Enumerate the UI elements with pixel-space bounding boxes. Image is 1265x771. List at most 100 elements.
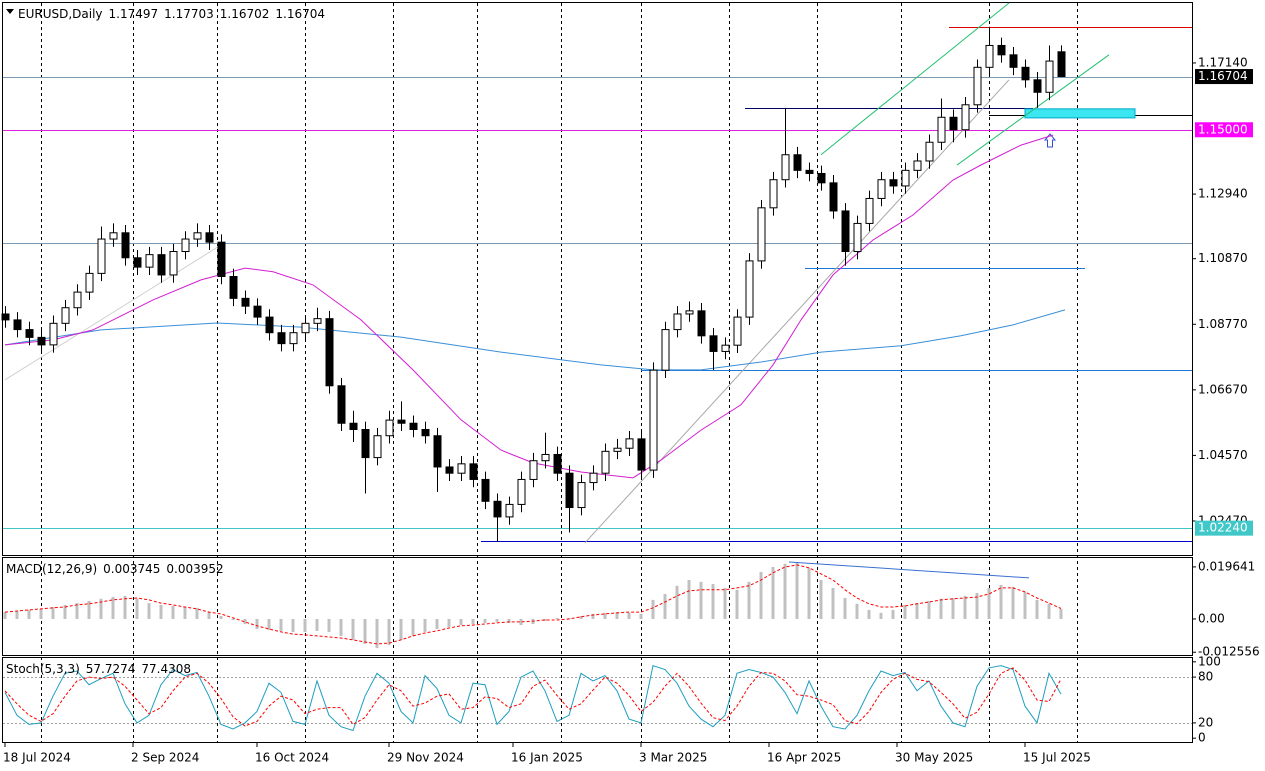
candle-body xyxy=(673,313,682,331)
macd-bar xyxy=(855,603,859,619)
macd-bar xyxy=(363,618,367,644)
macd-bar xyxy=(147,603,151,619)
macd-bar xyxy=(651,599,655,619)
candle-body xyxy=(697,310,706,337)
macd-bar xyxy=(639,613,643,619)
macd-bar xyxy=(423,618,427,632)
candle-body xyxy=(829,182,838,212)
macd-bar xyxy=(867,609,871,619)
trend-line xyxy=(4,244,222,381)
macd-bar xyxy=(747,581,751,619)
candle-body xyxy=(25,329,34,338)
candle-body xyxy=(469,463,478,480)
macd-bar xyxy=(495,618,499,622)
y-tick-label: 20 xyxy=(1198,715,1213,729)
candle-body xyxy=(757,207,766,262)
candle-body xyxy=(913,160,922,171)
x-tick-label: 15 Jul 2025 xyxy=(1023,751,1091,765)
title-value: 0.003952 xyxy=(166,562,223,576)
candle-body xyxy=(73,291,82,309)
macd-bar xyxy=(291,618,295,632)
candle-body xyxy=(397,419,406,424)
macd-bar xyxy=(735,589,739,619)
y-tick-label: -0.012556 xyxy=(1198,645,1260,659)
macd-bar xyxy=(507,618,511,623)
candle-body xyxy=(289,332,298,345)
candle-body xyxy=(145,254,154,268)
candle-body xyxy=(181,238,190,253)
macd-bar xyxy=(39,608,43,619)
candle-body xyxy=(577,482,586,509)
candle-body xyxy=(265,316,274,334)
candle-body xyxy=(529,460,538,480)
macd-bar xyxy=(543,618,547,622)
candle-body xyxy=(517,478,526,505)
trend-line xyxy=(956,54,1110,166)
candle-body xyxy=(733,316,742,346)
candle-body xyxy=(325,318,334,387)
macd-bar xyxy=(591,613,595,619)
title-value: 1.16704 xyxy=(275,7,325,21)
candle-body xyxy=(301,322,310,334)
macd-bar xyxy=(279,618,283,631)
y-tick-label: 80 xyxy=(1198,670,1213,684)
macd-bar xyxy=(267,618,271,631)
macd-bar xyxy=(1023,591,1027,619)
macd-bar xyxy=(135,598,139,619)
candle-body xyxy=(253,305,262,318)
macd-bar xyxy=(663,594,667,619)
candle-body xyxy=(337,385,346,424)
candle-body xyxy=(193,232,202,240)
candle-body xyxy=(721,344,730,352)
macd-bar xyxy=(339,618,343,636)
x-tick-label: 16 Jan 2025 xyxy=(511,751,583,765)
macd-bar xyxy=(723,587,727,619)
stoch-signal xyxy=(4,667,1062,727)
macd-bar xyxy=(615,612,619,619)
macd-bar xyxy=(903,604,907,619)
candle-body xyxy=(433,435,442,468)
macd-bar xyxy=(975,592,979,619)
macd-bar xyxy=(399,618,403,640)
macd-bar xyxy=(195,607,199,619)
x-tick-label: 29 Nov 2024 xyxy=(387,751,464,765)
candle-body xyxy=(349,422,358,430)
macd-bar xyxy=(231,618,235,621)
candle-body xyxy=(133,257,142,268)
candle-body xyxy=(937,116,946,143)
candle-body xyxy=(973,66,982,106)
macd-bar xyxy=(75,603,79,619)
candle-body xyxy=(229,276,238,299)
title-name: Stoch(5,3,3) xyxy=(6,662,80,676)
macd-bar xyxy=(159,604,163,619)
candle-body xyxy=(781,154,790,181)
x-tick-label: 30 May 2025 xyxy=(895,751,973,765)
trend-line xyxy=(788,561,1030,579)
macd-bar xyxy=(1059,609,1063,619)
macd-bar xyxy=(687,579,691,619)
candle-body xyxy=(901,169,910,187)
y-tick-label: 0.00 xyxy=(1198,611,1225,625)
title-value: 1.17497 xyxy=(109,7,159,21)
candle-body xyxy=(385,419,394,437)
macd-bar xyxy=(951,598,955,619)
macd-bar xyxy=(27,609,31,619)
macd-bar xyxy=(963,595,967,619)
candle-body xyxy=(457,463,466,474)
macd-bar xyxy=(567,617,571,619)
candle-body xyxy=(61,307,70,324)
macd-bar xyxy=(471,618,475,624)
candle-body xyxy=(565,472,574,509)
candle-body xyxy=(601,450,610,474)
y-tick-label: 0 xyxy=(1198,731,1206,745)
macd-bar xyxy=(123,595,127,619)
macd-bar xyxy=(579,616,583,619)
candle-body xyxy=(37,336,46,346)
candle-body xyxy=(961,104,970,131)
macd-bar xyxy=(843,598,847,619)
macd-bar xyxy=(699,581,703,619)
candle-body xyxy=(985,44,994,68)
candle-body xyxy=(109,232,118,240)
title-value: 57.7274 xyxy=(86,662,136,676)
